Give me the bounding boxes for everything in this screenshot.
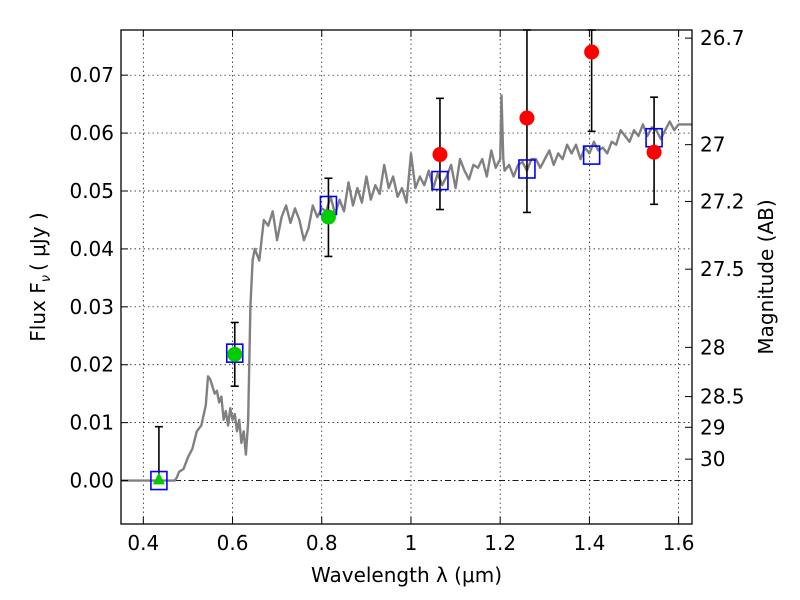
model-spectrum (121, 94, 692, 482)
model-square-marker (518, 159, 536, 179)
x-tick-label: 0.8 (306, 531, 338, 555)
axis-ticks: 0.4 0.6 0.8 1 1.2 1.4 1.6 0.00 0.01 0.02 0.03 0.04 0… (69, 26, 744, 555)
y-tick-label: 0.07 (69, 63, 114, 87)
magnitude-tick-label: 28.5 (700, 385, 745, 409)
magnitude-tick-label: 27.5 (700, 257, 745, 281)
green-circle-marker (227, 346, 243, 362)
magnitude-tick-label: 28 (700, 335, 725, 359)
red-circle-marker (432, 147, 448, 163)
x-tick-label: 1 (405, 531, 418, 555)
x-tick-label: 1.6 (663, 531, 695, 555)
y-axis-title-main: Flux F (26, 282, 50, 341)
y-tick-label: 0.04 (69, 237, 114, 261)
x-tick-label: 1.2 (484, 531, 516, 555)
model-square-marker (150, 470, 168, 491)
magnitude-tick-label: 27 (700, 133, 725, 157)
magnitude-tick-label: 27.2 (700, 189, 745, 213)
green-triangle-marker (152, 472, 165, 485)
x-tick-label: 0.4 (127, 531, 159, 555)
magnitude-tick-label: 26.7 (700, 26, 745, 50)
model-square-marker (225, 343, 244, 363)
x-tick-label: 1.4 (573, 531, 605, 555)
red-circle-marker (646, 144, 662, 160)
y-axis-title: Flux Fν ( μJy ) (26, 212, 54, 341)
y-tick-label: 0.06 (69, 121, 114, 145)
red-circle-marker (584, 44, 600, 60)
y-tick-label: 0.01 (69, 411, 114, 435)
magnitude-tick-label: 30 (700, 447, 725, 471)
plot-frame (120, 29, 693, 525)
x-axis-title: Wavelength λ (μm) (311, 563, 502, 587)
y-axis-title-subscript: ν (39, 275, 54, 282)
y-tick-label: 0.03 (69, 295, 114, 319)
red-circle-marker (519, 110, 535, 126)
model-square-marker (582, 145, 601, 165)
y-axis-title-unit: ( μJy ) (26, 212, 50, 271)
y-tick-label: 0.05 (69, 179, 114, 203)
x-tick-label: 0.6 (217, 531, 249, 555)
model-square-marker (431, 170, 449, 191)
magnitude-tick-label: 29 (700, 415, 725, 439)
green-circle-marker (320, 209, 336, 225)
spectrum-line (121, 94, 692, 482)
y-tick-label: 0.00 (69, 469, 114, 493)
photometry-markers (150, 44, 663, 491)
grid-lines (121, 30, 692, 524)
y-tick-label: 0.02 (69, 353, 114, 377)
right-axis-title: Magnitude (AB) (754, 199, 778, 354)
